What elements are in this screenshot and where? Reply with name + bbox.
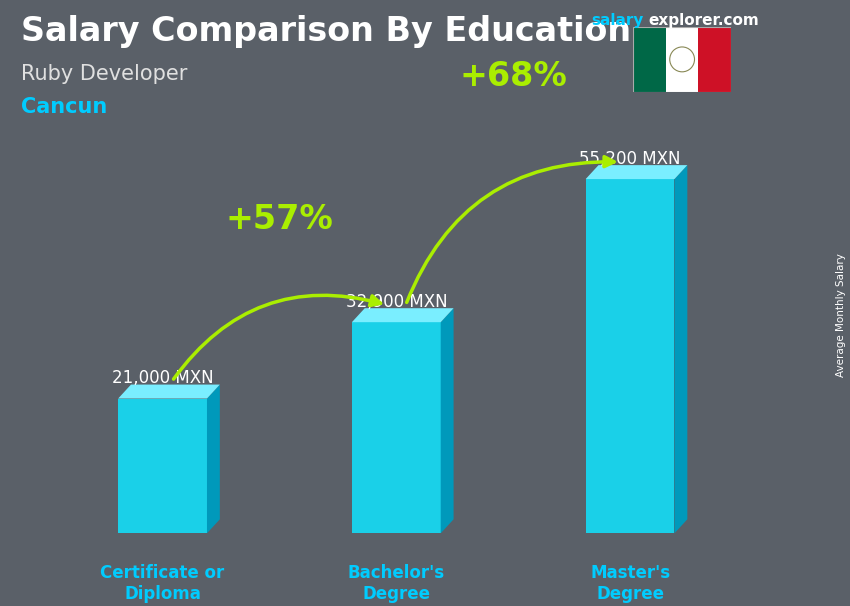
Bar [352,322,440,533]
Bar [699,27,731,92]
Text: Master's
Degree: Master's Degree [590,564,670,602]
Text: salary: salary [591,13,643,28]
Text: Salary Comparison By Education: Salary Comparison By Education [21,15,632,48]
Polygon shape [675,165,688,533]
Polygon shape [440,308,454,533]
Text: Certificate or
Diploma: Certificate or Diploma [100,564,224,602]
Text: 32,900 MXN: 32,900 MXN [345,293,447,311]
Polygon shape [586,165,688,179]
Polygon shape [352,308,454,322]
Text: +68%: +68% [459,60,567,93]
Text: +57%: +57% [225,203,333,236]
Bar [586,179,674,533]
Text: explorer.com: explorer.com [649,13,759,28]
Text: 21,000 MXN: 21,000 MXN [111,369,213,387]
Text: Average Monthly Salary: Average Monthly Salary [836,253,846,377]
Bar [666,27,699,92]
Polygon shape [207,385,220,533]
Bar [633,27,666,92]
Bar [118,399,207,533]
Text: 55,200 MXN: 55,200 MXN [580,150,681,167]
Text: Bachelor's
Degree: Bachelor's Degree [348,564,445,602]
Text: Cancun: Cancun [21,97,107,117]
Polygon shape [118,385,220,399]
Text: Ruby Developer: Ruby Developer [21,64,188,84]
